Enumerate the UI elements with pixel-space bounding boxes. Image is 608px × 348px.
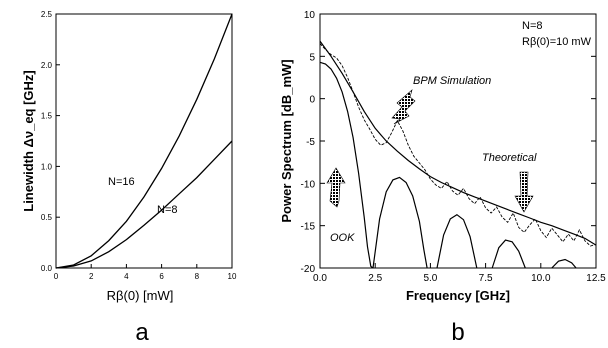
- y-tick-label: -20: [301, 264, 316, 275]
- series-line-bpm-simulation: [319, 43, 597, 247]
- series-line-ook-lobe-3: [491, 239, 526, 269]
- x-tick-label: 4: [124, 272, 129, 281]
- chart-b-ticks: 0.0 2.5 5.0 7.5 10.0 12.5 10 5 0 -5 -10 -15 -20: [301, 10, 607, 284]
- series-line-ook-lobe-4: [551, 258, 577, 269]
- chart-b: 0.0 2.5 5.0 7.5 10.0 12.5 10 5 0 -5 -10 -15 -20 Powe…: [279, 10, 606, 346]
- chart-b-xlabel: Frequency [GHz]: [406, 288, 510, 303]
- series-line-ook-lobe-0: [319, 61, 374, 269]
- y-tick-label: -15: [301, 222, 316, 233]
- series-line-ook-lobe-2: [436, 213, 478, 269]
- x-tick-label: 7.5: [479, 273, 493, 284]
- arrow-bpm: [391, 89, 416, 125]
- panel-label-b: b: [451, 319, 464, 346]
- chart-b-ylabel: Power Spectrum [dB_mW]: [279, 59, 294, 222]
- chart-b-series: [319, 40, 597, 269]
- panel-label-a: a: [135, 319, 149, 346]
- series-label-n8: N=8: [157, 204, 178, 216]
- series-line-n-8: [55, 140, 233, 269]
- y-tick-label: 2.5: [41, 10, 53, 19]
- annotation-arrows: [326, 89, 534, 213]
- arrow-ook: [326, 167, 346, 208]
- y-tick-label: 10: [304, 10, 316, 21]
- x-tick-label: 10.0: [531, 273, 551, 284]
- y-tick-label: -10: [301, 179, 316, 190]
- chart-b-frame: [319, 13, 597, 269]
- chart-a: 0 2 4 6 8 10 0.0 0.5 1.0 1.5 2.0 2.5 Linewidth Δν_e…: [21, 10, 237, 346]
- arrow-theoretical: [514, 171, 534, 213]
- series-label-ook: OOK: [330, 232, 355, 244]
- series-label-theoretical: Theoretical: [482, 152, 537, 164]
- chart-a-series: [55, 13, 233, 269]
- series-line-n-16: [55, 13, 233, 269]
- annotation-power: Rβ(0)=10 mW: [522, 36, 592, 48]
- chart-a-ylabel: Linewidth Δν_eq [GHz]: [21, 70, 36, 212]
- x-tick-label: 2.5: [368, 273, 382, 284]
- y-tick-label: 0.5: [41, 213, 53, 222]
- y-tick-label: 2.0: [41, 61, 53, 70]
- x-tick-label: 5.0: [423, 273, 437, 284]
- chart-a-ticks: 0 2 4 6 8 10 0.0 0.5 1.0 1.5 2.0 2.5: [41, 10, 237, 281]
- y-tick-label: 0: [309, 95, 315, 106]
- x-tick-label: 10: [228, 272, 237, 281]
- x-tick-label: 0.0: [313, 273, 327, 284]
- x-tick-label: 2: [89, 272, 94, 281]
- y-tick-label: 5: [309, 52, 315, 63]
- annotation-n: N=8: [522, 20, 543, 32]
- chart-a-xlabel: Rβ(0) [mW]: [107, 288, 174, 303]
- series-label-n16: N=16: [108, 176, 135, 188]
- x-tick-label: 8: [195, 272, 200, 281]
- series-line-theoretical: [319, 40, 597, 246]
- series-label-bpm: BPM Simulation: [413, 75, 491, 87]
- x-tick-label: 12.5: [586, 273, 606, 284]
- y-tick-label: -5: [306, 137, 315, 148]
- x-tick-label: 6: [159, 272, 164, 281]
- chart-a-frame: [55, 13, 233, 269]
- y-tick-label: 0.0: [41, 264, 53, 273]
- y-tick-label: 1.5: [41, 112, 53, 121]
- y-tick-label: 1.0: [41, 162, 53, 171]
- series-line-ook-lobe-1: [372, 176, 428, 269]
- x-tick-label: 0: [54, 272, 59, 281]
